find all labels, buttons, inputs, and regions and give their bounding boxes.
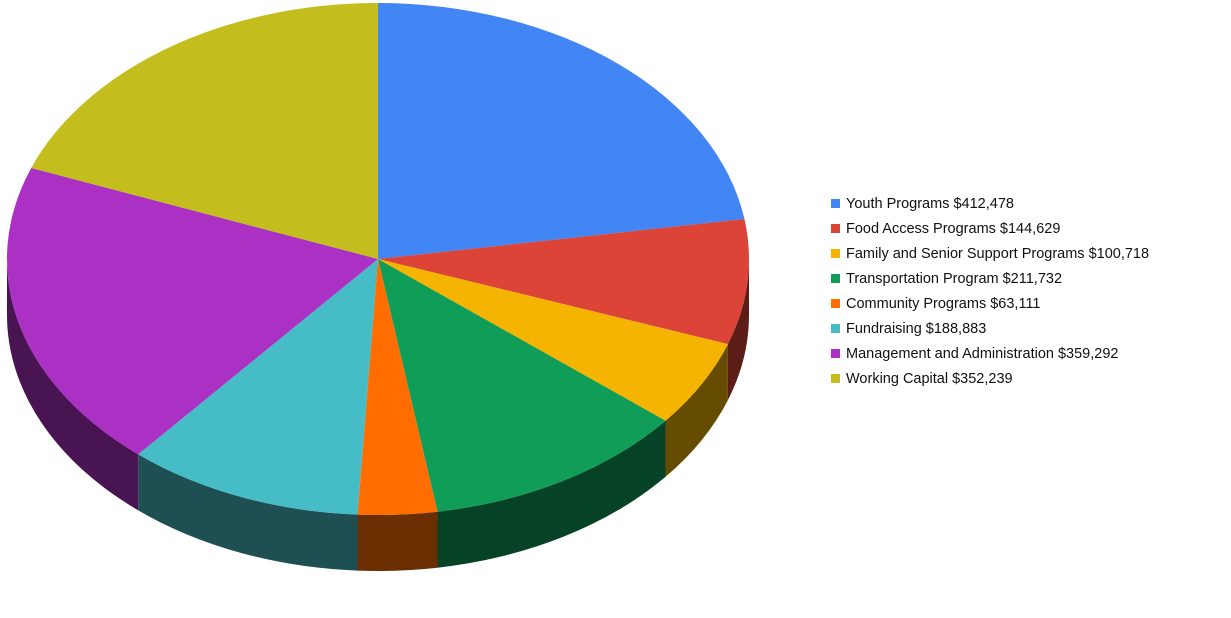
pie-slice <box>378 2 745 259</box>
pie-slice <box>378 259 728 421</box>
legend-label: Food Access Programs $144,629 <box>846 220 1061 237</box>
legend-item: Management and Administration $359,292 <box>831 341 1226 366</box>
legend-item: Community Programs $63,111 <box>831 291 1226 316</box>
pie-slice <box>138 259 378 515</box>
pie-slice-side <box>665 344 728 477</box>
legend-swatch <box>831 324 840 333</box>
pie-slice-side <box>7 259 139 511</box>
legend-swatch <box>831 199 840 208</box>
pie-slice-side <box>138 454 358 571</box>
legend-swatch <box>831 249 840 258</box>
legend-swatch <box>831 274 840 283</box>
pie-slice <box>6 167 379 455</box>
legend-label: Youth Programs $412,478 <box>846 195 1014 212</box>
pie-slice <box>378 218 750 345</box>
pie-slice <box>31 3 378 259</box>
legend-item: Working Capital $352,239 <box>831 366 1226 391</box>
legend-item: Food Access Programs $144,629 <box>831 216 1226 241</box>
chart-legend: Youth Programs $412,478 Food Access Prog… <box>831 191 1226 391</box>
legend-swatch <box>831 299 840 308</box>
legend-label: Transportation Program $211,732 <box>846 270 1063 287</box>
legend-label: Family and Senior Support Programs $100,… <box>846 245 1150 262</box>
legend-item: Transportation Program $211,732 <box>831 266 1226 291</box>
legend-label: Management and Administration $359,292 <box>846 345 1119 362</box>
legend-label: Community Programs $63,111 <box>846 295 1041 312</box>
legend-swatch <box>831 374 840 383</box>
pie-slice-side <box>437 420 666 568</box>
pie-chart-plot <box>6 2 750 572</box>
legend-label: Working Capital $352,239 <box>846 370 1013 387</box>
pie-slice <box>378 259 666 512</box>
pie-slice-side <box>727 259 749 401</box>
legend-swatch <box>831 224 840 233</box>
legend-swatch <box>831 349 840 358</box>
pie-slice <box>357 259 438 516</box>
legend-item: Fundraising $188,883 <box>831 316 1226 341</box>
legend-label: Fundraising $188,883 <box>846 320 987 337</box>
pie-slice-side <box>357 511 438 572</box>
legend-item: Family and Senior Support Programs $100,… <box>831 241 1226 266</box>
legend-item: Youth Programs $412,478 <box>831 191 1226 216</box>
